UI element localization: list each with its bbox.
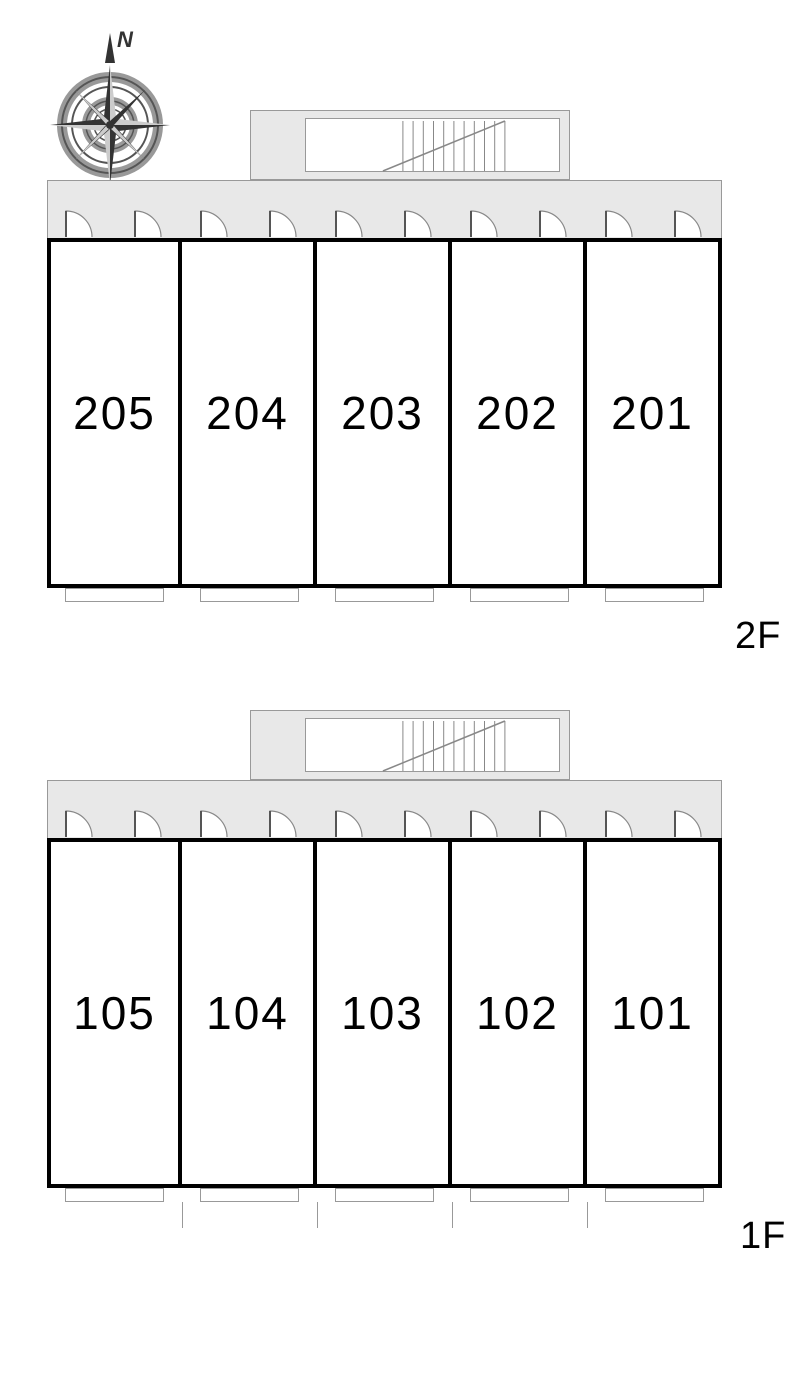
divider-tick: [317, 1202, 318, 1228]
balcony: [470, 588, 569, 602]
unit-203: 203: [317, 238, 452, 588]
balcony: [470, 1188, 569, 1202]
door-swing-icon: [404, 808, 432, 836]
unit-205: 205: [47, 238, 182, 588]
unit-label: 203: [341, 386, 424, 440]
unit-202: 202: [452, 238, 587, 588]
staircase: [305, 118, 560, 172]
door-swing-icon: [335, 208, 363, 236]
unit-204: 204: [182, 238, 317, 588]
door-swing-icon: [65, 208, 93, 236]
door-swing-icon: [134, 808, 162, 836]
door-swing-icon: [674, 808, 702, 836]
units-row: 205 204 203 202 201: [47, 238, 722, 588]
unit-label: 202: [476, 386, 559, 440]
balcony: [605, 1188, 704, 1202]
compass-icon: N: [35, 25, 185, 200]
door-swing-icon: [269, 208, 297, 236]
door-swing-icon: [539, 208, 567, 236]
door-swing-icon: [65, 808, 93, 836]
compass-north-label: N: [117, 27, 134, 52]
balcony: [335, 1188, 434, 1202]
door-swing-icon: [404, 208, 432, 236]
door-swing-icon: [539, 808, 567, 836]
units-row: 105 104 103 102 101: [47, 838, 722, 1188]
balcony: [65, 588, 164, 602]
divider-tick: [587, 1202, 588, 1228]
divider-tick: [452, 1202, 453, 1228]
door-swing-icon: [200, 208, 228, 236]
staircase: [305, 718, 560, 772]
door-swing-icon: [470, 808, 498, 836]
door-swing-icon: [470, 208, 498, 236]
unit-103: 103: [317, 838, 452, 1188]
floor-label-1F: 1F: [740, 1215, 786, 1258]
door-swing-icon: [335, 808, 363, 836]
unit-101: 101: [587, 838, 722, 1188]
balcony: [200, 1188, 299, 1202]
door-swing-icon: [605, 208, 633, 236]
divider-tick: [182, 1202, 183, 1228]
unit-label: 201: [611, 386, 694, 440]
unit-label: 101: [611, 986, 694, 1040]
balcony: [335, 588, 434, 602]
unit-104: 104: [182, 838, 317, 1188]
balcony: [200, 588, 299, 602]
unit-label: 104: [206, 986, 289, 1040]
unit-label: 105: [73, 986, 156, 1040]
unit-label: 103: [341, 986, 424, 1040]
door-swing-icon: [200, 808, 228, 836]
balcony: [605, 588, 704, 602]
unit-105: 105: [47, 838, 182, 1188]
balcony: [65, 1188, 164, 1202]
door-swing-icon: [269, 808, 297, 836]
door-swing-icon: [134, 208, 162, 236]
unit-201: 201: [587, 238, 722, 588]
unit-label: 204: [206, 386, 289, 440]
unit-label: 102: [476, 986, 559, 1040]
unit-102: 102: [452, 838, 587, 1188]
floor-label-2F: 2F: [735, 615, 781, 658]
door-swing-icon: [605, 808, 633, 836]
door-swing-icon: [674, 208, 702, 236]
unit-label: 205: [73, 386, 156, 440]
